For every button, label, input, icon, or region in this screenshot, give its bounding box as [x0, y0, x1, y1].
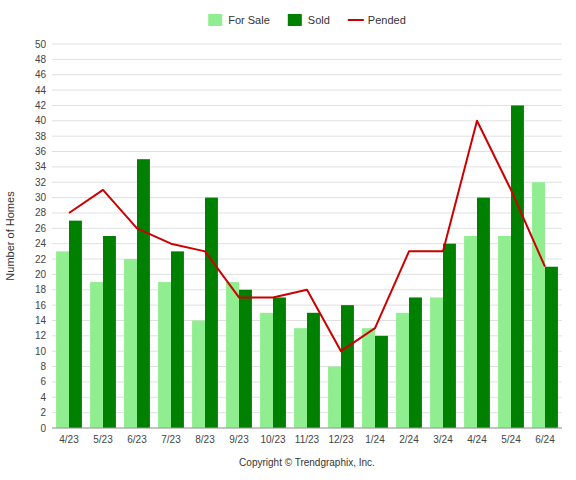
grid-line — [52, 105, 562, 106]
legend-item: Sold — [288, 14, 330, 26]
bar — [103, 236, 116, 428]
line — [69, 121, 545, 351]
chart: 0246810121416182022242628303234363840424… — [0, 0, 576, 480]
legend: For Sale Sold Pended — [208, 14, 406, 26]
y-tick-label: 36 — [35, 146, 47, 157]
bar — [273, 297, 286, 428]
bar — [239, 290, 252, 428]
y-tick-label: 32 — [35, 177, 47, 188]
y-tick-label: 38 — [35, 131, 47, 142]
bar — [56, 251, 69, 428]
y-tick-label: 46 — [35, 69, 47, 80]
y-tick-label: 2 — [40, 407, 46, 418]
grid-line — [52, 428, 562, 429]
x-tick-label: 8/23 — [195, 434, 215, 445]
grid-line — [52, 166, 562, 167]
y-tick-label: 20 — [35, 269, 47, 280]
x-tick-label: 11/23 — [295, 434, 320, 445]
y-tick-label: 4 — [40, 392, 46, 403]
y-tick-label: 22 — [35, 254, 47, 265]
x-tick-label: 4/24 — [467, 434, 487, 445]
bar — [464, 236, 477, 428]
bar — [375, 336, 388, 428]
legend-label: Pended — [368, 14, 406, 26]
y-tick-label: 12 — [35, 330, 47, 341]
bar — [443, 244, 456, 428]
y-tick-label: 30 — [35, 192, 47, 203]
bar — [158, 282, 171, 428]
x-tick-label: 6/24 — [535, 434, 555, 445]
x-tick-label: 10/23 — [260, 434, 285, 445]
bar — [409, 297, 422, 428]
bar — [362, 328, 375, 428]
bar — [137, 159, 150, 428]
legend-item: For Sale — [208, 14, 270, 26]
bar — [226, 282, 239, 428]
legend-swatch — [208, 14, 222, 26]
x-tick-label: 6/23 — [127, 434, 147, 445]
grid-line — [52, 44, 562, 45]
grid-line — [52, 182, 562, 183]
x-axis-line — [52, 428, 562, 429]
grid-line — [52, 59, 562, 60]
x-tick-label: 5/23 — [93, 434, 113, 445]
x-tick-label: 9/23 — [229, 434, 249, 445]
y-tick-label: 40 — [35, 115, 47, 126]
x-tick-label: 3/24 — [433, 434, 453, 445]
y-tick-label: 26 — [35, 223, 47, 234]
y-tick-label: 18 — [35, 284, 47, 295]
bar — [171, 251, 184, 428]
grid: 0246810121416182022242628303234363840424… — [35, 39, 562, 434]
bar — [477, 198, 490, 428]
x-tick-label: 2/24 — [399, 434, 419, 445]
y-tick-label: 14 — [35, 315, 47, 326]
y-tick-label: 44 — [35, 85, 47, 96]
x-tick-label: 4/23 — [59, 434, 79, 445]
grid-line — [52, 74, 562, 75]
grid-line — [52, 151, 562, 152]
bar — [396, 313, 409, 428]
bar — [192, 320, 205, 428]
y-tick-label: 10 — [35, 346, 47, 357]
x-tick-label: 5/24 — [501, 434, 521, 445]
y-tick-label: 24 — [35, 238, 47, 249]
y-tick-label: 6 — [40, 376, 46, 387]
bar — [294, 328, 307, 428]
y-tick-label: 0 — [40, 423, 46, 434]
bar — [511, 105, 524, 428]
bar — [124, 259, 137, 428]
y-tick-label: 48 — [35, 54, 47, 65]
x-tick-label: 7/23 — [161, 434, 181, 445]
y-tick-label: 50 — [35, 39, 47, 50]
y-tick-label: 34 — [35, 161, 47, 172]
x-tick-label: 1/24 — [365, 434, 385, 445]
bar — [341, 305, 354, 428]
y-axis-label: Number of Homes — [4, 191, 16, 281]
y-tick-label: 28 — [35, 207, 47, 218]
grid-line — [52, 90, 562, 91]
legend-item: Pended — [348, 14, 406, 26]
bar — [260, 313, 273, 428]
legend-label: Sold — [308, 14, 330, 26]
x-tick-label: 12/23 — [328, 434, 353, 445]
legend-label: For Sale — [228, 14, 270, 26]
bar — [90, 282, 103, 428]
bar — [498, 236, 511, 428]
grid-line — [52, 120, 562, 121]
legend-swatch — [288, 14, 302, 26]
y-tick-label: 16 — [35, 300, 47, 311]
bar — [307, 313, 320, 428]
y-tick-label: 42 — [35, 100, 47, 111]
y-tick-label: 8 — [40, 361, 46, 372]
x-axis-label: Copyright © Trendgraphix, Inc. — [239, 457, 375, 468]
bar — [69, 221, 82, 428]
bar — [430, 297, 443, 428]
bar — [532, 182, 545, 428]
bar — [328, 367, 341, 428]
plot-area — [56, 105, 558, 428]
legend-swatch — [348, 19, 364, 21]
bar — [545, 267, 558, 428]
bar — [205, 198, 218, 428]
